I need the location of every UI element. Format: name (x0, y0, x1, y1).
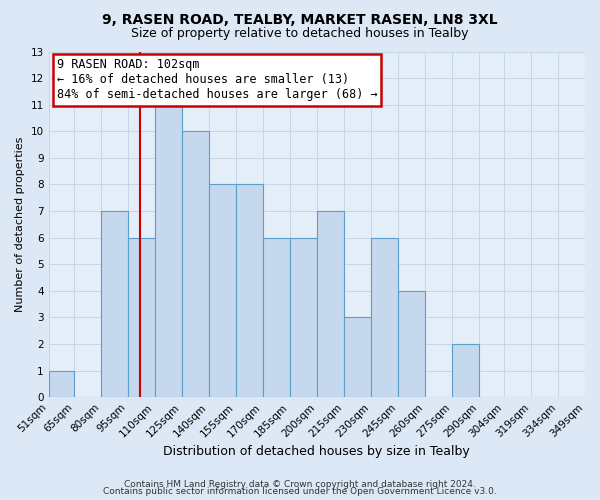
Text: Size of property relative to detached houses in Tealby: Size of property relative to detached ho… (131, 28, 469, 40)
Bar (209, 184, 236, 397)
Text: Contains public sector information licensed under the Open Government Licence v3: Contains public sector information licen… (103, 488, 497, 496)
Text: 9 RASEN ROAD: 102sqm
← 16% of detached houses are smaller (13)
84% of semi-detac: 9 RASEN ROAD: 102sqm ← 16% of detached h… (57, 58, 377, 102)
Bar (263, 238, 290, 397)
Bar (398, 291, 425, 397)
Text: Contains HM Land Registry data © Crown copyright and database right 2024.: Contains HM Land Registry data © Crown c… (124, 480, 476, 489)
Bar (49, 370, 74, 397)
Bar (290, 238, 317, 397)
Bar (371, 238, 398, 397)
Text: 9, RASEN ROAD, TEALBY, MARKET RASEN, LN8 3XL: 9, RASEN ROAD, TEALBY, MARKET RASEN, LN8… (102, 12, 498, 26)
Y-axis label: Number of detached properties: Number of detached properties (15, 136, 25, 312)
Bar (101, 211, 128, 397)
Bar (155, 104, 182, 397)
X-axis label: Distribution of detached houses by size in Tealby: Distribution of detached houses by size … (163, 444, 470, 458)
Bar (236, 184, 263, 397)
Bar (128, 238, 155, 397)
Bar (344, 318, 371, 397)
Bar (182, 132, 209, 397)
Bar (452, 344, 479, 397)
Bar (317, 211, 344, 397)
